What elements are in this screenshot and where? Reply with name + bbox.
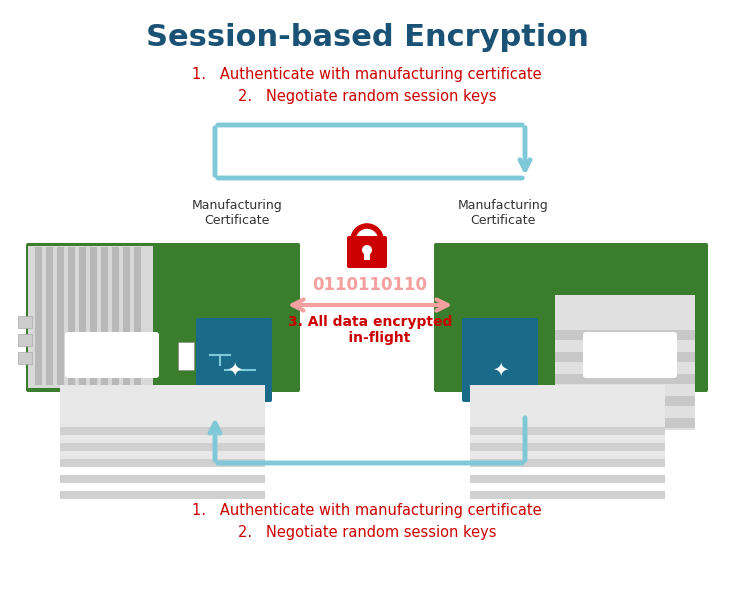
Bar — [35, 247, 42, 385]
Bar — [470, 427, 665, 435]
FancyBboxPatch shape — [196, 318, 272, 402]
Text: ✦: ✦ — [492, 361, 508, 380]
Bar — [101, 247, 108, 385]
Text: FC HBA: FC HBA — [604, 349, 655, 362]
Bar — [470, 459, 665, 467]
FancyBboxPatch shape — [26, 243, 300, 392]
FancyBboxPatch shape — [347, 236, 387, 268]
Text: ✦: ✦ — [226, 361, 242, 380]
Bar — [555, 396, 695, 406]
Bar — [470, 491, 665, 499]
Polygon shape — [496, 408, 511, 425]
Bar — [364, 250, 370, 260]
Bar — [178, 342, 194, 370]
Text: 1.   Authenticate with manufacturing certificate: 1. Authenticate with manufacturing certi… — [192, 503, 542, 517]
Polygon shape — [230, 408, 245, 425]
Bar — [60, 475, 265, 483]
Bar — [68, 247, 75, 385]
FancyBboxPatch shape — [462, 318, 538, 402]
Bar — [200, 342, 216, 370]
Text: 2.   Negotiate random session keys: 2. Negotiate random session keys — [238, 525, 496, 539]
Text: 2.   Negotiate random session keys: 2. Negotiate random session keys — [238, 90, 496, 105]
Text: 0110110110: 0110110110 — [313, 276, 427, 294]
Text: Session-based Encryption: Session-based Encryption — [145, 24, 589, 52]
Bar — [112, 247, 119, 385]
Bar — [60, 459, 265, 467]
Bar — [60, 443, 265, 451]
FancyBboxPatch shape — [434, 243, 708, 392]
Bar — [57, 247, 64, 385]
Bar — [60, 385, 265, 465]
Bar — [18, 316, 32, 328]
Text: FC HBA: FC HBA — [87, 349, 138, 362]
Bar — [555, 330, 695, 340]
FancyBboxPatch shape — [65, 332, 159, 378]
Text: 1.   Authenticate with manufacturing certificate: 1. Authenticate with manufacturing certi… — [192, 68, 542, 83]
Bar — [123, 247, 130, 385]
Bar — [134, 247, 141, 385]
Bar — [18, 352, 32, 364]
Bar — [555, 352, 695, 362]
Bar — [470, 443, 665, 451]
Bar — [46, 247, 53, 385]
Bar — [90, 247, 97, 385]
Text: Manufacturing
Certificate: Manufacturing Certificate — [457, 199, 548, 227]
Circle shape — [362, 245, 372, 255]
Bar — [79, 247, 86, 385]
Bar — [60, 491, 265, 499]
Bar — [555, 295, 695, 430]
Text: 3. All data encrypted
    in-flight: 3. All data encrypted in-flight — [288, 315, 452, 345]
FancyBboxPatch shape — [28, 246, 153, 388]
FancyBboxPatch shape — [583, 332, 677, 378]
Bar — [555, 374, 695, 384]
Bar — [470, 475, 665, 483]
Bar — [60, 427, 265, 435]
Bar — [470, 385, 665, 465]
Text: Manufacturing
Certificate: Manufacturing Certificate — [192, 199, 283, 227]
Bar — [555, 418, 695, 428]
Bar — [18, 334, 32, 346]
